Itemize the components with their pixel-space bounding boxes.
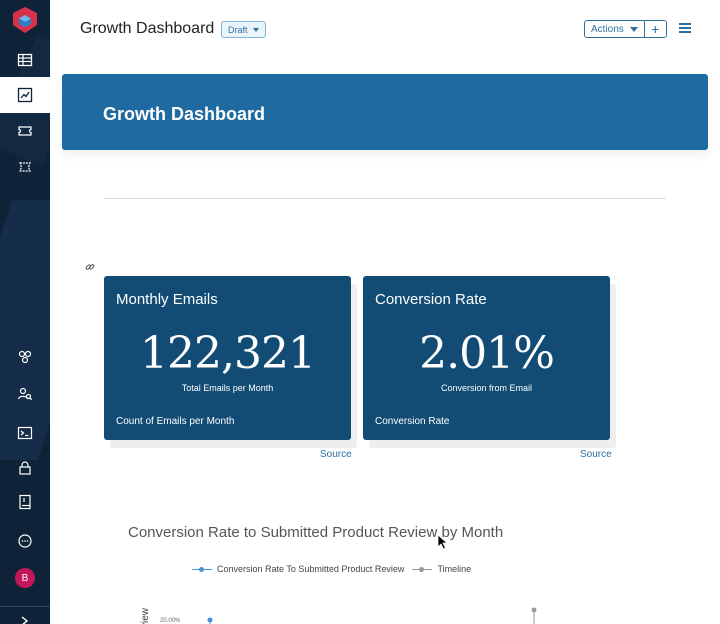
dashboard-icon xyxy=(17,87,33,103)
section-divider xyxy=(104,198,666,199)
kpi-title: Conversion Rate xyxy=(375,291,487,308)
page-title: Growth Dashboard xyxy=(80,20,215,37)
actions-label: Actions xyxy=(591,23,624,35)
chevron-down-icon xyxy=(629,26,638,32)
status-dropdown[interactable]: Draft xyxy=(221,21,266,38)
chat-icon xyxy=(18,534,32,548)
sidebar-item-people[interactable] xyxy=(0,376,50,412)
tag-icon xyxy=(19,162,31,172)
link-icon[interactable] xyxy=(85,262,95,272)
legend-item-conversion[interactable]: Conversion Rate To Submitted Product Rev… xyxy=(192,564,404,574)
banner-title: Growth Dashboard xyxy=(103,104,266,124)
status-label: Draft xyxy=(228,24,248,35)
actions-dropdown-button[interactable]: Actions xyxy=(585,21,645,37)
ticket-icon xyxy=(18,126,32,136)
sidebar: B xyxy=(0,0,50,624)
sidebar-item-console[interactable] xyxy=(0,415,50,451)
kpi-subtitle: Total Emails per Month xyxy=(181,383,274,393)
kpi-title: Monthly Emails xyxy=(116,291,218,308)
kpi-card-conversion-rate: Conversion Rate 2.01% Conversion from Em… xyxy=(363,276,610,440)
legend-label: Conversion Rate To Submitted Product Rev… xyxy=(217,564,405,574)
lock-icon xyxy=(19,461,31,475)
sidebar-item-dashboards[interactable] xyxy=(0,77,50,113)
book-icon xyxy=(19,494,31,510)
chart-title: Conversion Rate to Submitted Product Rev… xyxy=(128,524,504,541)
y-tick-label: 20.00% xyxy=(160,618,181,624)
kpi-subtitle: Conversion from Email xyxy=(440,383,533,393)
table-icon xyxy=(17,53,33,67)
chevron-down-icon xyxy=(252,27,259,32)
sidebar-item-docs[interactable] xyxy=(0,484,50,520)
legend-label: Timeline xyxy=(437,564,472,574)
kpi-footer: Conversion Rate xyxy=(375,416,450,427)
legend-swatch xyxy=(412,565,433,573)
terminal-icon xyxy=(17,426,33,440)
sidebar-item-integrations[interactable] xyxy=(0,339,50,375)
timeline-point xyxy=(531,607,537,613)
hamburger-menu-icon[interactable] xyxy=(679,23,691,33)
actions-button-group: Actions + xyxy=(584,20,667,38)
dashboard-banner: Growth Dashboard xyxy=(62,74,708,150)
kpi-value: 2.01% xyxy=(419,328,555,379)
sidebar-item-tables[interactable] xyxy=(0,42,50,78)
kpi-value: 122,321 xyxy=(140,328,316,379)
mouse-cursor-icon xyxy=(437,534,448,550)
sidebar-item-security[interactable] xyxy=(0,450,50,486)
sidebar-item-tags[interactable] xyxy=(0,149,50,185)
sidebar-item-tickets[interactable] xyxy=(0,113,50,149)
add-button[interactable]: + xyxy=(651,21,660,37)
avatar[interactable]: B xyxy=(15,568,35,588)
app-logo[interactable] xyxy=(12,6,38,34)
people-search-icon xyxy=(17,387,33,401)
source-link[interactable]: Source xyxy=(580,449,612,460)
source-link[interactable]: Source xyxy=(320,449,352,460)
legend-item-timeline[interactable]: Timeline xyxy=(412,564,471,574)
chart-legend: Conversion Rate To Submitted Product Rev… xyxy=(192,564,471,574)
legend-swatch xyxy=(192,565,212,573)
sidebar-item-chat[interactable] xyxy=(0,523,50,559)
kpi-card-monthly-emails: Monthly Emails 122,321 Total Emails per … xyxy=(104,276,351,440)
kpi-footer: Count of Emails per Month xyxy=(116,416,235,427)
chart-plot-area xyxy=(207,607,537,624)
nodes-icon xyxy=(18,350,32,364)
